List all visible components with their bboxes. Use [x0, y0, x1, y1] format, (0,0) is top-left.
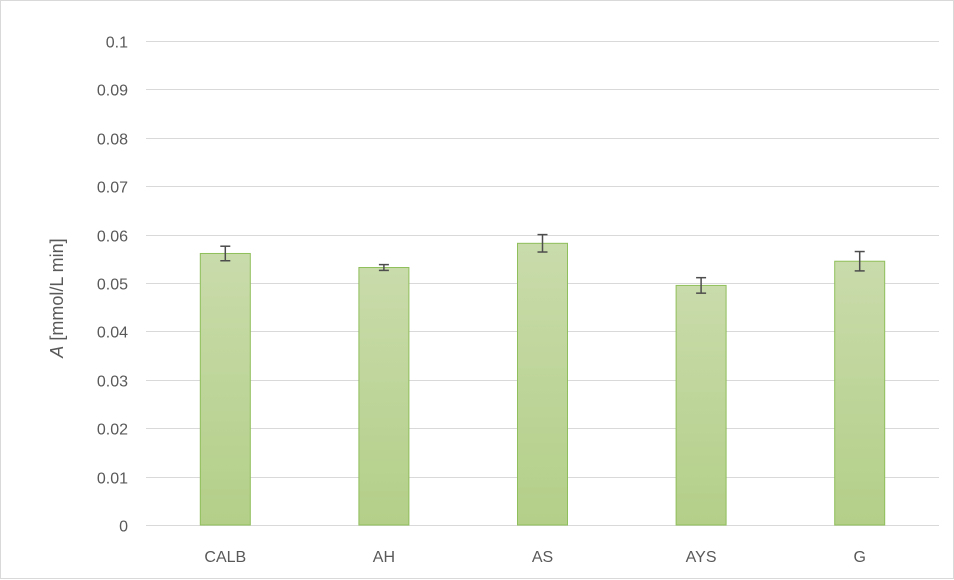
y-tick-label: 0.05: [97, 277, 128, 294]
y-tick-label: 0.09: [97, 83, 128, 100]
x-tick-label: G: [853, 549, 865, 566]
y-axis-label-symbol: A: [47, 346, 67, 359]
y-axis-ticks: 0 0.01 0.02 0.03 0.04 0.05 0.06 0.07 0.08 0.09 0.1: [97, 35, 128, 536]
bar-ah: [358, 267, 410, 526]
x-tick-label: AYS: [686, 549, 717, 566]
y-tick-label: 0.02: [97, 422, 128, 439]
error-bar-calb: [220, 245, 231, 262]
error-bar-as: [537, 233, 548, 253]
y-tick-label: 0.08: [97, 132, 128, 149]
error-bar-ays: [696, 276, 707, 294]
x-tick-label: AS: [532, 549, 553, 566]
error-bar-ah: [378, 263, 389, 272]
bar-as: [517, 242, 568, 526]
y-axis-label-unit: [mmol/L min]: [47, 238, 67, 345]
x-tick-label: CALB: [204, 549, 246, 566]
bar-ays: [675, 284, 727, 526]
y-tick-label: 0.1: [106, 35, 128, 52]
y-axis-label: A [mmol/L min]: [47, 238, 67, 358]
bars: [199, 242, 886, 526]
y-tick-label: 0.03: [97, 374, 128, 391]
bar-g: [834, 260, 886, 526]
y-tick-label: 0.01: [97, 471, 128, 488]
y-tick-label: 0: [119, 519, 128, 536]
x-tick-label: AH: [373, 549, 395, 566]
y-tick-label: 0.07: [97, 180, 128, 197]
error-bars: [220, 233, 865, 294]
y-tick-label: 0.04: [97, 325, 128, 342]
y-tick-label: 0.06: [97, 229, 128, 246]
x-axis-ticks: CALB AH AS AYS G: [204, 549, 866, 566]
bar-calb: [199, 252, 251, 526]
error-bar-g: [854, 250, 865, 272]
